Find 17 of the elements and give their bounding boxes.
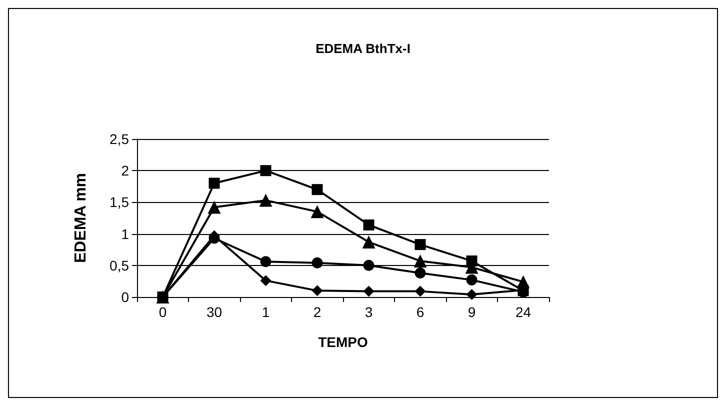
x-tick-label: 0 [158,304,167,320]
x-tick-label: 3 [364,304,373,320]
chart-title: EDEMA BthTx-I [316,41,410,56]
y-tick-label: 2,5 [110,131,130,147]
y-tick-label: 1 [121,226,130,242]
x-axis-title: TEMPO [318,334,368,350]
x-tick-label: 2 [313,304,322,320]
y-tick-label: 0,5 [110,257,130,274]
y-tick-label: 1,5 [110,194,130,210]
x-tick-label: 30 [206,304,222,320]
y-axis-title: EDEMA mm [72,172,90,264]
y-tick-label: 0 [121,289,130,305]
x-tick-label: 6 [416,304,424,320]
x-tick-label: 9 [468,304,476,320]
x-tick-label: 24 [515,304,532,320]
y-tick-label: 2 [121,162,130,179]
x-tick-label: 1 [262,304,270,320]
